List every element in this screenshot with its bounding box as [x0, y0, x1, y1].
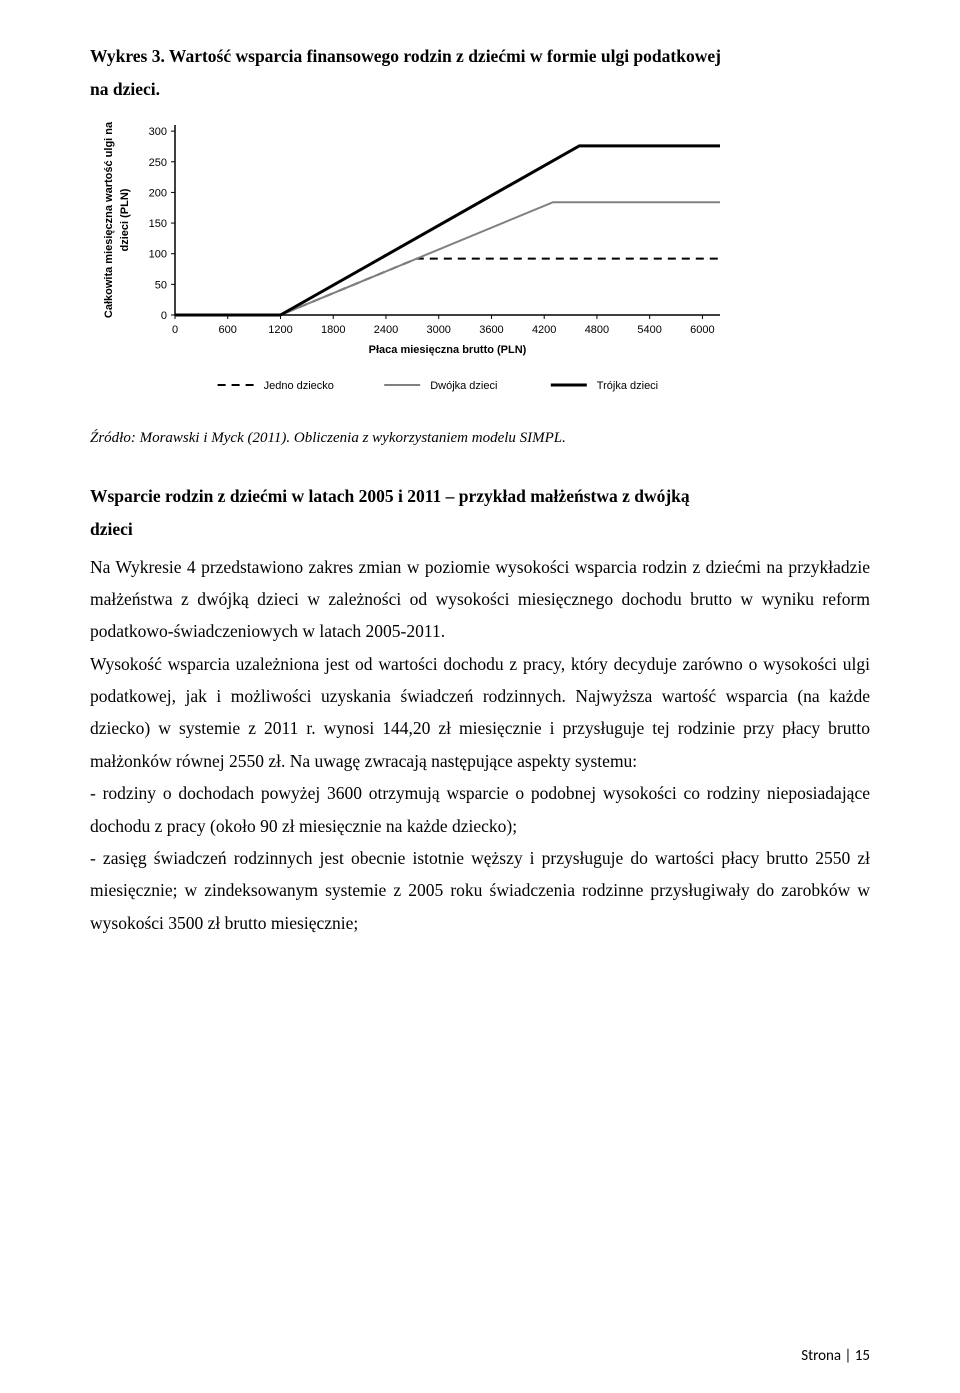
section-heading-line1: Wsparcie rodzin z dziećmi w latach 2005 …: [90, 486, 690, 506]
svg-text:Płaca miesięczna brutto (PLN): Płaca miesięczna brutto (PLN): [369, 344, 527, 356]
svg-text:200: 200: [149, 187, 167, 199]
figure-source: Źródło: Morawski i Myck (2011). Obliczen…: [90, 424, 870, 453]
bullet-2: - zasięg świadczeń rodzinnych jest obecn…: [90, 842, 870, 939]
svg-text:5400: 5400: [637, 324, 661, 336]
paragraph-1: Na Wykresie 4 przedstawiono zakres zmian…: [90, 551, 870, 648]
svg-text:0: 0: [161, 310, 167, 322]
svg-text:150: 150: [149, 218, 167, 230]
figure-title-line1: Wykres 3. Wartość wsparcia finansowego r…: [90, 46, 721, 66]
svg-text:250: 250: [149, 156, 167, 168]
line-chart: 0501001502002503000600120018002400300036…: [90, 117, 730, 397]
svg-text:4800: 4800: [585, 324, 609, 336]
svg-text:6000: 6000: [690, 324, 714, 336]
figure-title-line2: na dzieci.: [90, 79, 160, 99]
svg-text:4200: 4200: [532, 324, 556, 336]
svg-text:Trójka dzieci: Trójka dzieci: [597, 380, 658, 392]
svg-text:2400: 2400: [374, 324, 398, 336]
paragraph-2: Wysokość wsparcia uzależniona jest od wa…: [90, 648, 870, 778]
svg-text:dzieci (PLN): dzieci (PLN): [119, 188, 131, 251]
bullet-1: - rodziny o dochodach powyżej 3600 otrzy…: [90, 777, 870, 842]
chart-container: 0501001502002503000600120018002400300036…: [90, 117, 870, 402]
section-heading-line2: dzieci: [90, 519, 133, 539]
svg-text:0: 0: [172, 324, 178, 336]
svg-text:50: 50: [155, 279, 167, 291]
svg-text:3600: 3600: [479, 324, 503, 336]
page-number: Strona | 15: [801, 1347, 870, 1365]
svg-text:Całkowita miesięczna wartość u: Całkowita miesięczna wartość ulgi na: [103, 121, 115, 318]
svg-text:300: 300: [149, 126, 167, 138]
svg-text:100: 100: [149, 248, 167, 260]
svg-text:3000: 3000: [426, 324, 450, 336]
svg-text:1800: 1800: [321, 324, 345, 336]
svg-text:600: 600: [219, 324, 237, 336]
svg-text:Jedno dziecko: Jedno dziecko: [264, 380, 334, 392]
svg-text:1200: 1200: [268, 324, 292, 336]
svg-text:Dwójka dzieci: Dwójka dzieci: [430, 380, 497, 392]
